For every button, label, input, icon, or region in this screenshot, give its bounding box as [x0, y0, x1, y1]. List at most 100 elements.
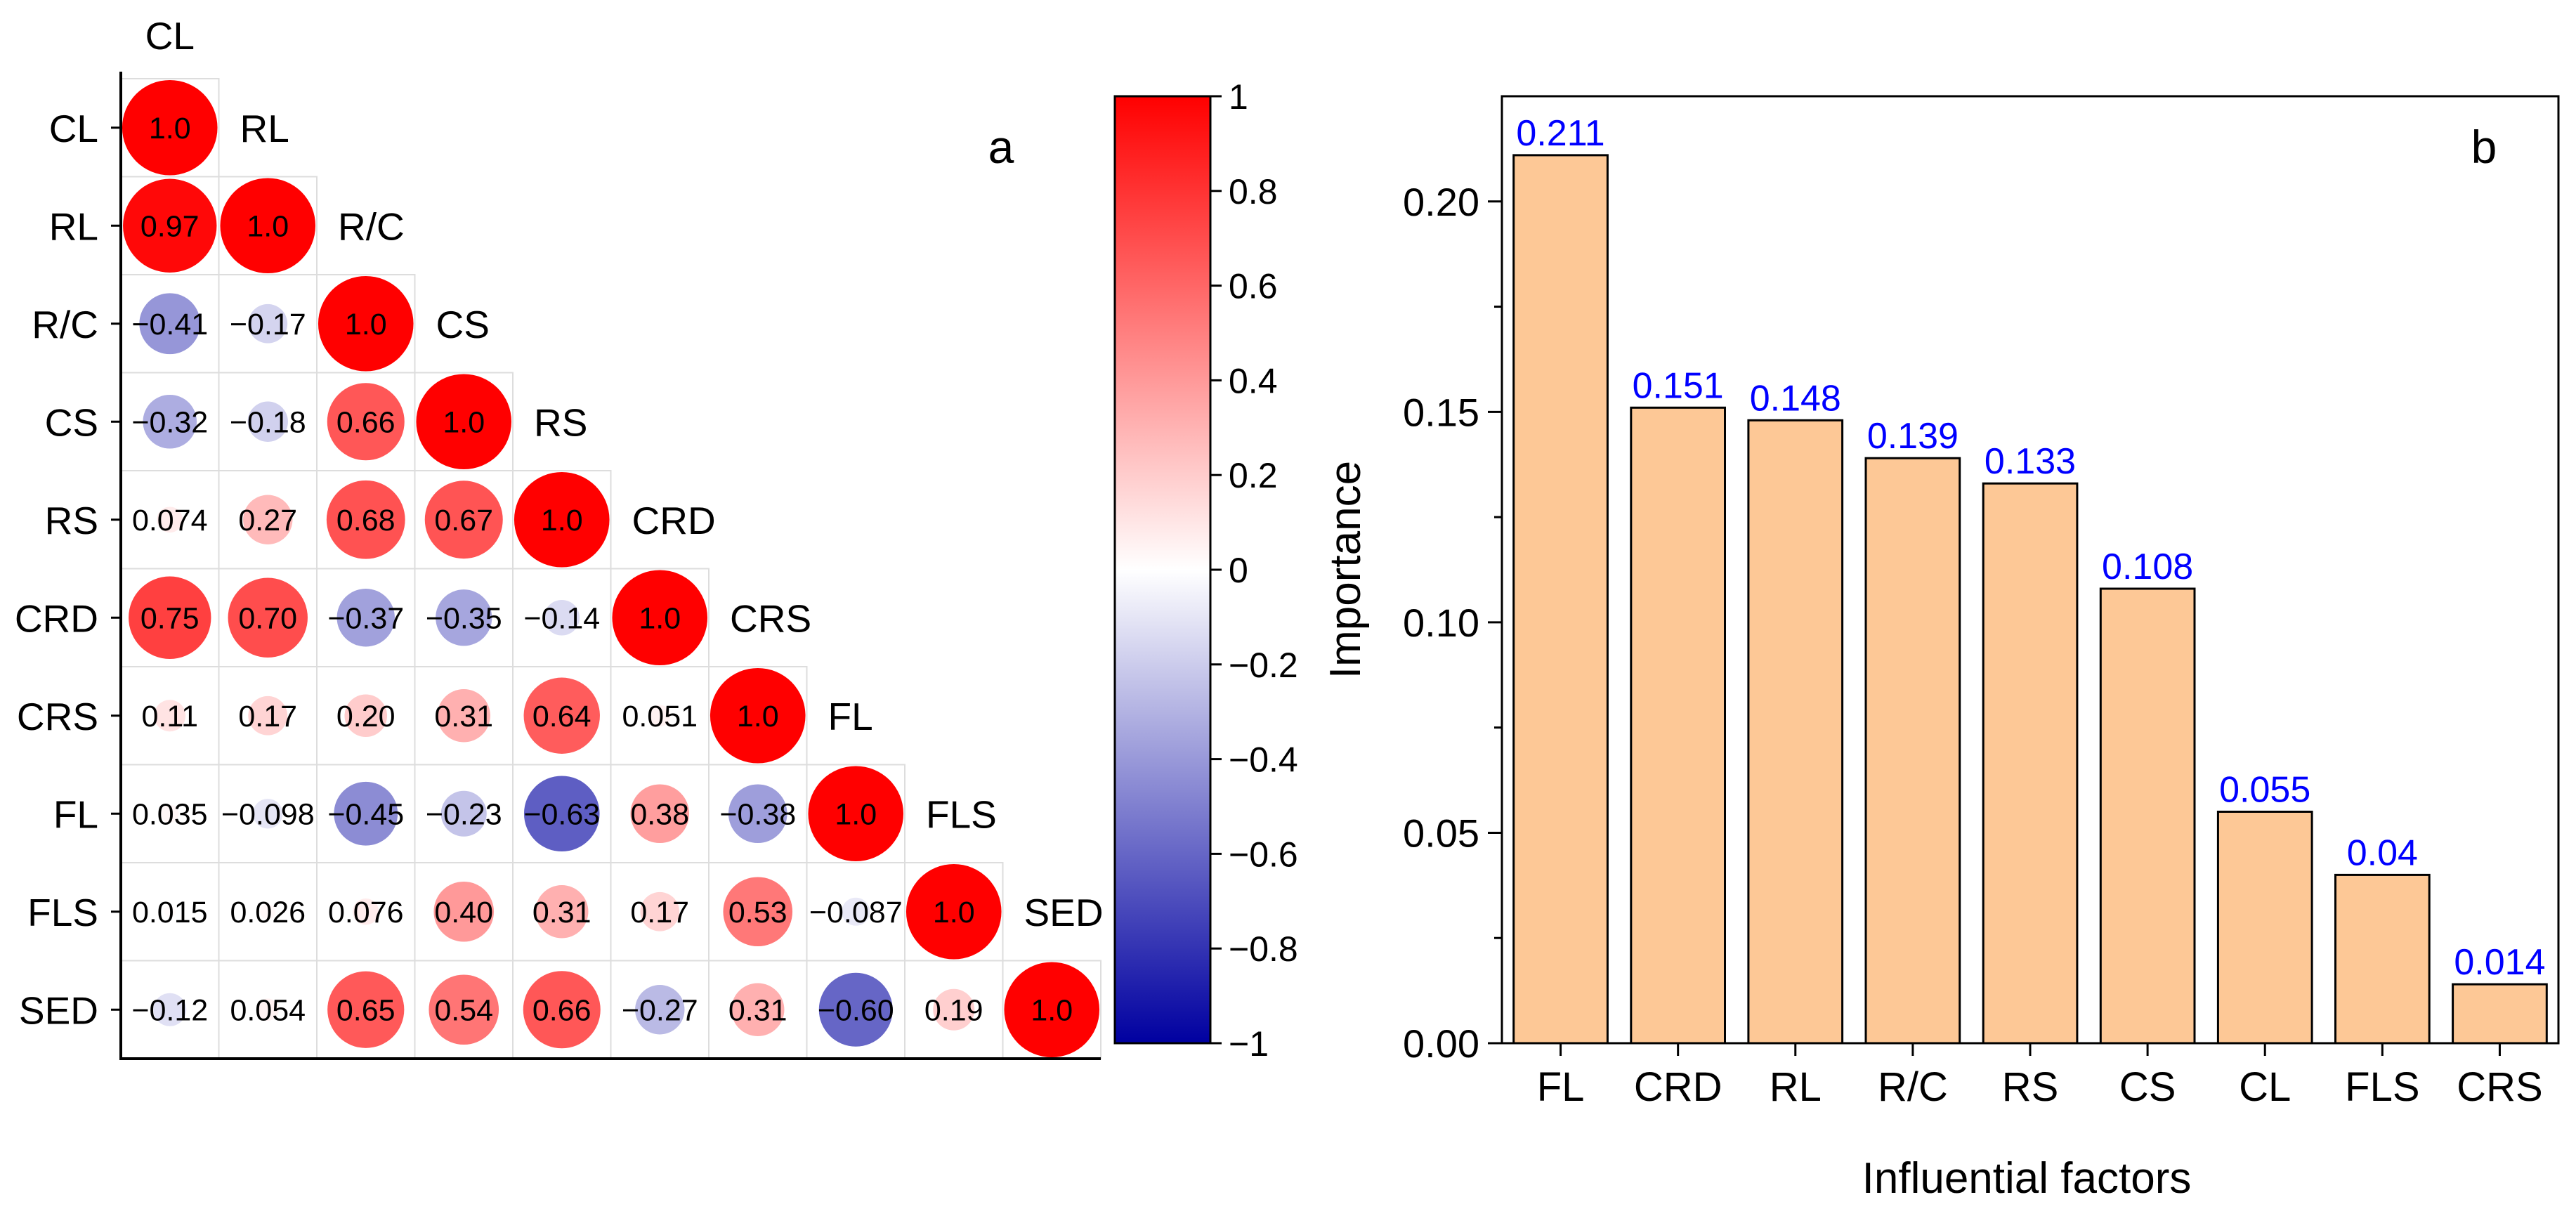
- correlation-value: 0.035: [132, 797, 208, 831]
- correlation-circle: [514, 471, 610, 568]
- correlation-circle: [327, 383, 405, 461]
- correlation-circle: [326, 480, 405, 559]
- colorbar-tick-label: 0: [1229, 551, 1248, 590]
- row-label: R/C: [32, 303, 98, 346]
- correlation-circle: [429, 974, 499, 1045]
- y-tick-label: 0.15: [1403, 390, 1479, 434]
- correlation-value: −0.41: [131, 308, 208, 341]
- correlation-value: 0.38: [630, 797, 689, 831]
- bar-value-label: 0.055: [2219, 769, 2310, 810]
- column-label: CS: [436, 303, 490, 346]
- x-axis-label: Influential factors: [1862, 1154, 2192, 1203]
- correlation-value: −0.38: [719, 797, 796, 831]
- correlation-circle: [437, 689, 490, 743]
- importance-panel: 0.211 0.151 0.148 0.139 0.133 0.108 0.055 0.04 0…: [1321, 95, 2560, 1203]
- x-tick-label: CRD: [1634, 1064, 1722, 1110]
- correlation-circle: [243, 495, 293, 544]
- correlation-circle: [220, 178, 316, 274]
- correlation-circle: [157, 507, 183, 533]
- bar-value-label: 0.139: [1867, 416, 1959, 457]
- correlation-value: −0.17: [230, 308, 306, 341]
- correlation-value: 0.20: [336, 700, 395, 733]
- correlation-value: 0.17: [630, 896, 689, 929]
- x-tick-label: FL: [1537, 1064, 1585, 1110]
- correlation-value: 1.0: [541, 504, 583, 537]
- column-label: RS: [534, 400, 587, 444]
- correlation-circle: [248, 303, 288, 344]
- colorbar-tick-label: −0.8: [1229, 929, 1298, 969]
- correlation-value: 0.051: [622, 700, 698, 733]
- correlation-circle: [905, 863, 1002, 960]
- correlation-circle: [344, 694, 388, 738]
- y-tick-label: 0.20: [1403, 180, 1479, 224]
- correlation-circle: [648, 705, 671, 727]
- correlation-value: 1.0: [737, 700, 779, 733]
- correlation-value: −0.45: [327, 797, 404, 831]
- correlation-circle: [612, 570, 708, 666]
- row-label: CRS: [17, 695, 98, 738]
- colorbar-tick-label: 0.4: [1229, 361, 1278, 400]
- correlation-value: 0.68: [336, 504, 395, 537]
- colorbar-tick-label: 1: [1229, 77, 1248, 117]
- correlation-circle: [424, 481, 503, 559]
- column-label: RL: [240, 107, 289, 150]
- correlation-value: 0.11: [142, 700, 199, 733]
- variable-labels: CL CL RL RL R/C R/C CS CS RS RS CRD CRD CRS CRS FL FL FL…: [15, 14, 1104, 1032]
- y-tick-label: 0.10: [1403, 601, 1479, 645]
- row-label: CL: [49, 107, 98, 150]
- correlation-value: −0.63: [523, 797, 600, 831]
- correlation-circle: [818, 972, 893, 1047]
- correlation-circle: [630, 784, 690, 844]
- correlation-circle: [247, 401, 288, 442]
- correlation-circle: [161, 804, 179, 823]
- importance-bar: [2099, 587, 2196, 1045]
- correlation-value: −0.087: [809, 896, 903, 929]
- correlation-value: 0.31: [728, 993, 787, 1027]
- bar-value-label: 0.133: [1985, 441, 2076, 482]
- correlation-value: 0.076: [328, 896, 404, 929]
- correlation-value: 0.75: [140, 601, 200, 635]
- correlation-value: 1.0: [149, 112, 191, 145]
- x-tick-label: CL: [2239, 1064, 2291, 1110]
- correlation-circle: [710, 667, 806, 764]
- y-axis-ticks: 0.00 0.05 0.10 0.15 0.20: [1403, 180, 1502, 1066]
- colorbar-ticks: 1 0.8 0.6 0.4 0.2 0 −0.2 −0.4 −0.6 −0.8 −1: [1210, 77, 1298, 1064]
- row-label: FLS: [27, 891, 98, 934]
- column-label: R/C: [338, 204, 405, 248]
- x-tick-label: CS: [2119, 1064, 2176, 1110]
- correlation-circle: [416, 374, 512, 470]
- colorbar: 1 0.8 0.6 0.4 0.2 0 −0.2 −0.4 −0.6 −0.8 −1: [1113, 77, 1298, 1064]
- correlation-circle: [808, 766, 904, 862]
- correlation-value: −0.27: [622, 993, 698, 1027]
- importance-bar: [1864, 457, 1961, 1045]
- correlation-circle: [153, 993, 187, 1026]
- correlation-value: 0.40: [434, 896, 493, 929]
- correlation-circle: [228, 577, 308, 658]
- x-tick-label: FLS: [2345, 1064, 2419, 1110]
- colorbar-tick-label: −0.4: [1229, 740, 1298, 780]
- colorbar-tick-label: 0.6: [1229, 267, 1278, 306]
- bar-value-label: 0.04: [2347, 832, 2418, 873]
- importance-bar: [2452, 983, 2548, 1045]
- correlation-circle: [260, 903, 276, 920]
- column-label: CL: [145, 14, 195, 58]
- y-axis-label: Importance: [1321, 461, 1370, 679]
- importance-bar: [2216, 811, 2313, 1045]
- correlation-value: 1.0: [247, 209, 289, 243]
- matrix-axes: [111, 72, 1101, 1060]
- correlation-circle: [336, 589, 395, 647]
- correlation-value: 0.54: [434, 993, 493, 1027]
- correlation-circle: [256, 998, 279, 1021]
- colorbar-tick-label: −0.6: [1229, 835, 1298, 874]
- colorbar-tick-label: −0.2: [1229, 646, 1298, 685]
- correlation-circle: [248, 695, 288, 736]
- correlation-value: 0.66: [532, 993, 591, 1027]
- correlation-panel: 1.00.97 1.0−0.41 −0.17 1.0−0.32 −0.18 0.66 1.0…: [15, 14, 1298, 1064]
- column-label: FL: [828, 695, 873, 738]
- bar-value-label: 0.151: [1633, 365, 1724, 406]
- correlation-circle: [139, 293, 201, 355]
- correlation-value: −0.60: [818, 993, 894, 1027]
- correlation-circle: [318, 275, 414, 372]
- bars: 0.211 0.151 0.148 0.139 0.133 0.108 0.055 0.04 0…: [1512, 113, 2548, 1045]
